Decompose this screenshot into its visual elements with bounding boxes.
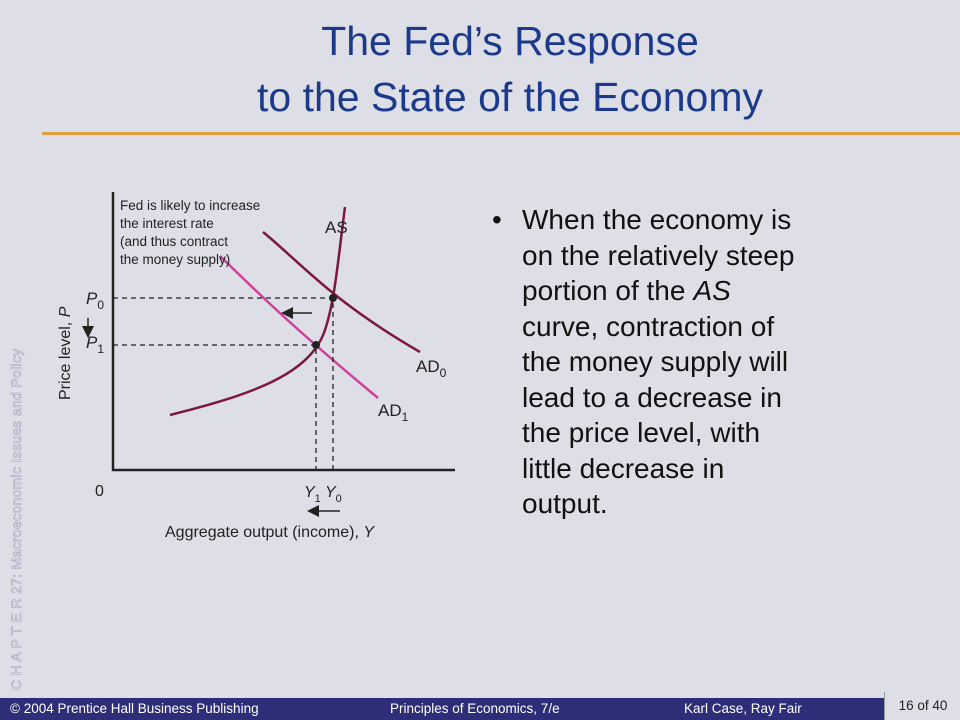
- y0-label: Y0: [325, 484, 342, 505]
- bullet-line: on the relatively steep: [522, 239, 795, 271]
- bullet-line: little decrease in: [522, 452, 725, 484]
- as-curve: [169, 206, 347, 417]
- footer-publisher: © 2004 Prentice Hall Business Publishing: [10, 701, 259, 716]
- bullet-line: When the economy is: [522, 204, 792, 235]
- annotation-line: the money supply): [120, 252, 230, 267]
- annotation-line: Fed is likely to increase: [120, 198, 260, 213]
- footer-authors: Karl Case, Ray Fair: [684, 701, 802, 716]
- title-line: The Fed’s Response: [321, 18, 699, 64]
- origin-label: 0: [95, 483, 104, 500]
- bullet-line: curve, contraction of: [522, 310, 775, 342]
- y1-label: Y1: [304, 484, 321, 505]
- equilibrium-point: [329, 294, 337, 302]
- bullet-line-part: portion of the: [522, 275, 686, 306]
- italic-term: AS: [693, 275, 731, 306]
- footer: © 2004 Prentice Hall Business Publishing…: [0, 698, 960, 720]
- ad1-curve: [219, 255, 379, 399]
- title-rule: [42, 132, 960, 135]
- annotation-line: the interest rate: [120, 216, 214, 231]
- bullet-line: lead to a decrease in: [522, 381, 782, 413]
- bullet-text: When the economy is on the relatively st…: [522, 202, 794, 522]
- x-axis-label: Aggregate output (income), Y: [165, 524, 375, 541]
- annotation: Fed is likely to increase the interest r…: [120, 198, 260, 267]
- title-line: to the State of the Economy: [257, 74, 763, 120]
- ad0-curve: [262, 231, 421, 354]
- equilibrium-point: [312, 341, 320, 349]
- p1-label: P1: [86, 333, 104, 356]
- bullet-line: the price level, with: [522, 417, 761, 448]
- y-axis-label: Price level, P: [57, 306, 74, 400]
- ad1-label: AD1: [378, 401, 409, 424]
- bullet-line: portion of the AS: [522, 273, 794, 309]
- bullet-dot: •: [492, 204, 502, 235]
- ad0-label: AD0: [416, 357, 447, 380]
- annotation-line: (and thus contract: [120, 234, 228, 249]
- diagram: Fed is likely to increase the interest r…: [57, 192, 455, 541]
- bullet-line: output.: [522, 488, 608, 519]
- p0-label: P0: [86, 289, 104, 312]
- page-number: 16 of 40: [884, 692, 960, 720]
- footer-book: Principles of Economics, 7/e: [390, 701, 560, 716]
- bullet-line: the money supply will: [522, 346, 789, 377]
- guide-lines: [113, 297, 334, 470]
- as-label: AS: [325, 218, 348, 237]
